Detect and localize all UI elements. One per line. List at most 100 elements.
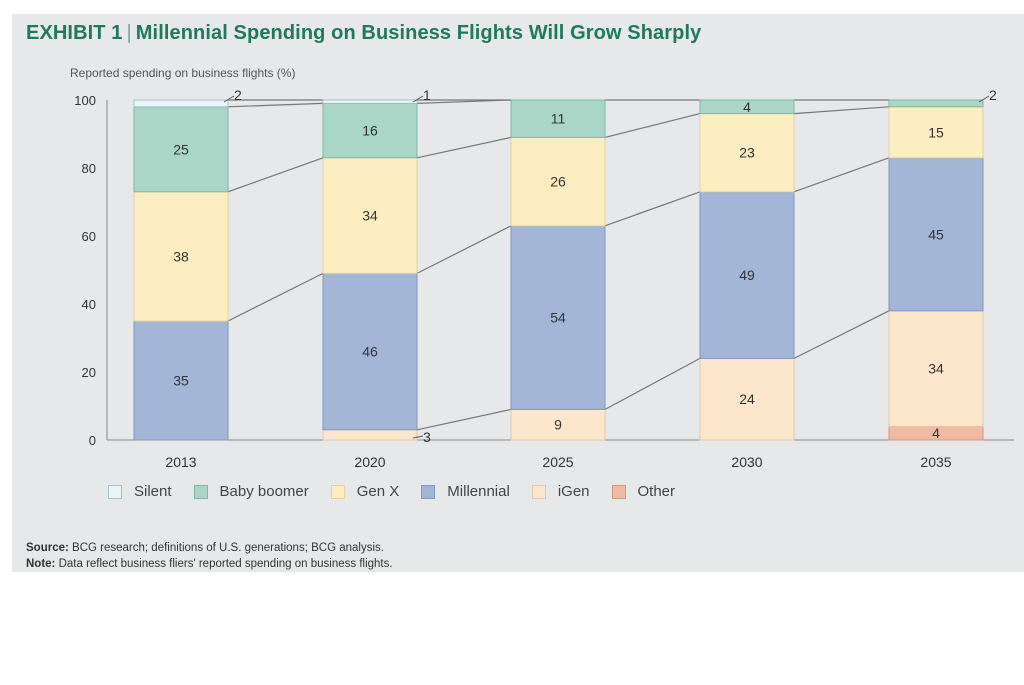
source-label: Source: (26, 542, 69, 554)
y-tick-label: 40 (82, 297, 96, 312)
bar-segment (133, 191, 229, 322)
connector-line (604, 191, 701, 227)
data-label: 45 (928, 226, 944, 242)
y-tick-label: 80 (82, 161, 96, 176)
bar-segment (888, 99, 984, 108)
exhibit-label: EXHIBIT 1 (26, 22, 123, 44)
data-label: 16 (362, 123, 378, 139)
leader-line (978, 95, 990, 103)
data-label: 25 (173, 141, 189, 157)
x-tick-label: 2020 (354, 454, 385, 470)
x-tick-label: 2030 (731, 454, 762, 470)
data-label: 15 (928, 124, 944, 140)
bar-segment (133, 320, 229, 441)
connector-line (227, 157, 324, 193)
x-tick-label: 2013 (165, 454, 196, 470)
data-label: 49 (739, 267, 755, 283)
connector-line (793, 310, 890, 359)
data-label: 9 (554, 417, 562, 433)
data-label: 54 (550, 310, 566, 326)
note-text: Data reflect business fliers' reported s… (58, 558, 393, 570)
bar-segment (322, 99, 418, 104)
x-tick-label: 2025 (542, 454, 573, 470)
data-label: 38 (173, 248, 189, 264)
bar-segment (322, 272, 418, 431)
bar-segment (888, 310, 984, 427)
data-label: 2 (234, 87, 242, 103)
data-label: 46 (362, 344, 378, 360)
legend-swatch (611, 484, 626, 499)
connector-line (416, 136, 512, 159)
data-label: 34 (362, 208, 378, 224)
legend-item: iGen (531, 483, 590, 500)
legend-item: Other (611, 483, 676, 500)
leader-line (223, 95, 235, 103)
connector-line (604, 357, 701, 410)
title-divider: | (126, 22, 132, 44)
data-label: 4 (743, 99, 751, 115)
legend-label: Other (637, 483, 676, 500)
bar-segment (510, 99, 606, 138)
data-label: 24 (739, 391, 755, 407)
bar-segment (322, 102, 418, 159)
note-line: Note: Data reflect business fliers' repo… (26, 556, 393, 572)
legend-swatch (108, 484, 122, 499)
data-label: 26 (550, 174, 566, 190)
legend-label: Baby boomer (219, 483, 309, 500)
source-line: Source: BCG research; definitions of U.S… (26, 540, 393, 556)
source-text: BCG research; definitions of U.S. genera… (72, 542, 384, 554)
legend-swatch (421, 484, 436, 499)
legend-swatch (193, 484, 208, 499)
connector-line (416, 408, 512, 431)
leader-line (412, 435, 424, 439)
bar-segment (322, 429, 418, 441)
data-label: 11 (551, 111, 566, 127)
bar-segment (888, 106, 984, 159)
legend-label: Silent (134, 483, 172, 500)
legend-item: Gen X (330, 483, 400, 500)
legend-label: iGen (557, 483, 590, 500)
bar-segment (699, 357, 795, 441)
x-tick-label: 2035 (920, 454, 951, 470)
bar-segment (510, 136, 606, 227)
legend-swatch (330, 484, 345, 499)
data-label: 23 (739, 145, 755, 161)
legend: Silent Baby boomer Gen X Millennial iGen Othe… (108, 483, 697, 500)
connector-line (793, 157, 890, 193)
bar-segment (322, 157, 418, 274)
connector-line (416, 225, 512, 274)
bar-segment (699, 99, 795, 115)
data-label: 4 (932, 425, 940, 441)
connector-line (227, 102, 324, 108)
connector-line (604, 113, 701, 138)
bar-segment (699, 113, 795, 193)
bar-segment (510, 408, 606, 441)
connector-line (793, 106, 890, 115)
connector-line (227, 272, 324, 322)
bar-segment (888, 157, 984, 312)
bar-segment (133, 99, 229, 108)
y-tick-label: 20 (82, 365, 96, 380)
y-tick-label: 60 (82, 229, 96, 244)
y-tick-label: 100 (74, 93, 96, 108)
legend-swatch (531, 484, 546, 499)
y-axis-label: Reported spending on business flights (%… (70, 66, 296, 80)
data-label: 1 (423, 87, 431, 103)
footnotes: Source: BCG research; definitions of U.S… (26, 540, 393, 572)
chart-title: EXHIBIT 1 | Millennial Spending on Busines… (26, 22, 701, 45)
legend-label: Gen X (356, 483, 400, 500)
legend-item: Silent (108, 483, 172, 500)
data-label: 34 (928, 361, 944, 377)
legend-item: Baby boomer (193, 483, 309, 500)
legend-item: Millennial (421, 483, 510, 500)
title-text: Millennial Spending on Business Flights … (135, 22, 702, 44)
legend-label: Millennial (447, 483, 510, 500)
leader-line (412, 95, 424, 103)
bar-segment (699, 191, 795, 359)
bar-segment (133, 106, 229, 193)
note-label: Note: (26, 558, 56, 570)
data-label: 35 (173, 373, 189, 389)
data-label: 3 (423, 429, 431, 445)
data-label: 2 (989, 87, 997, 103)
